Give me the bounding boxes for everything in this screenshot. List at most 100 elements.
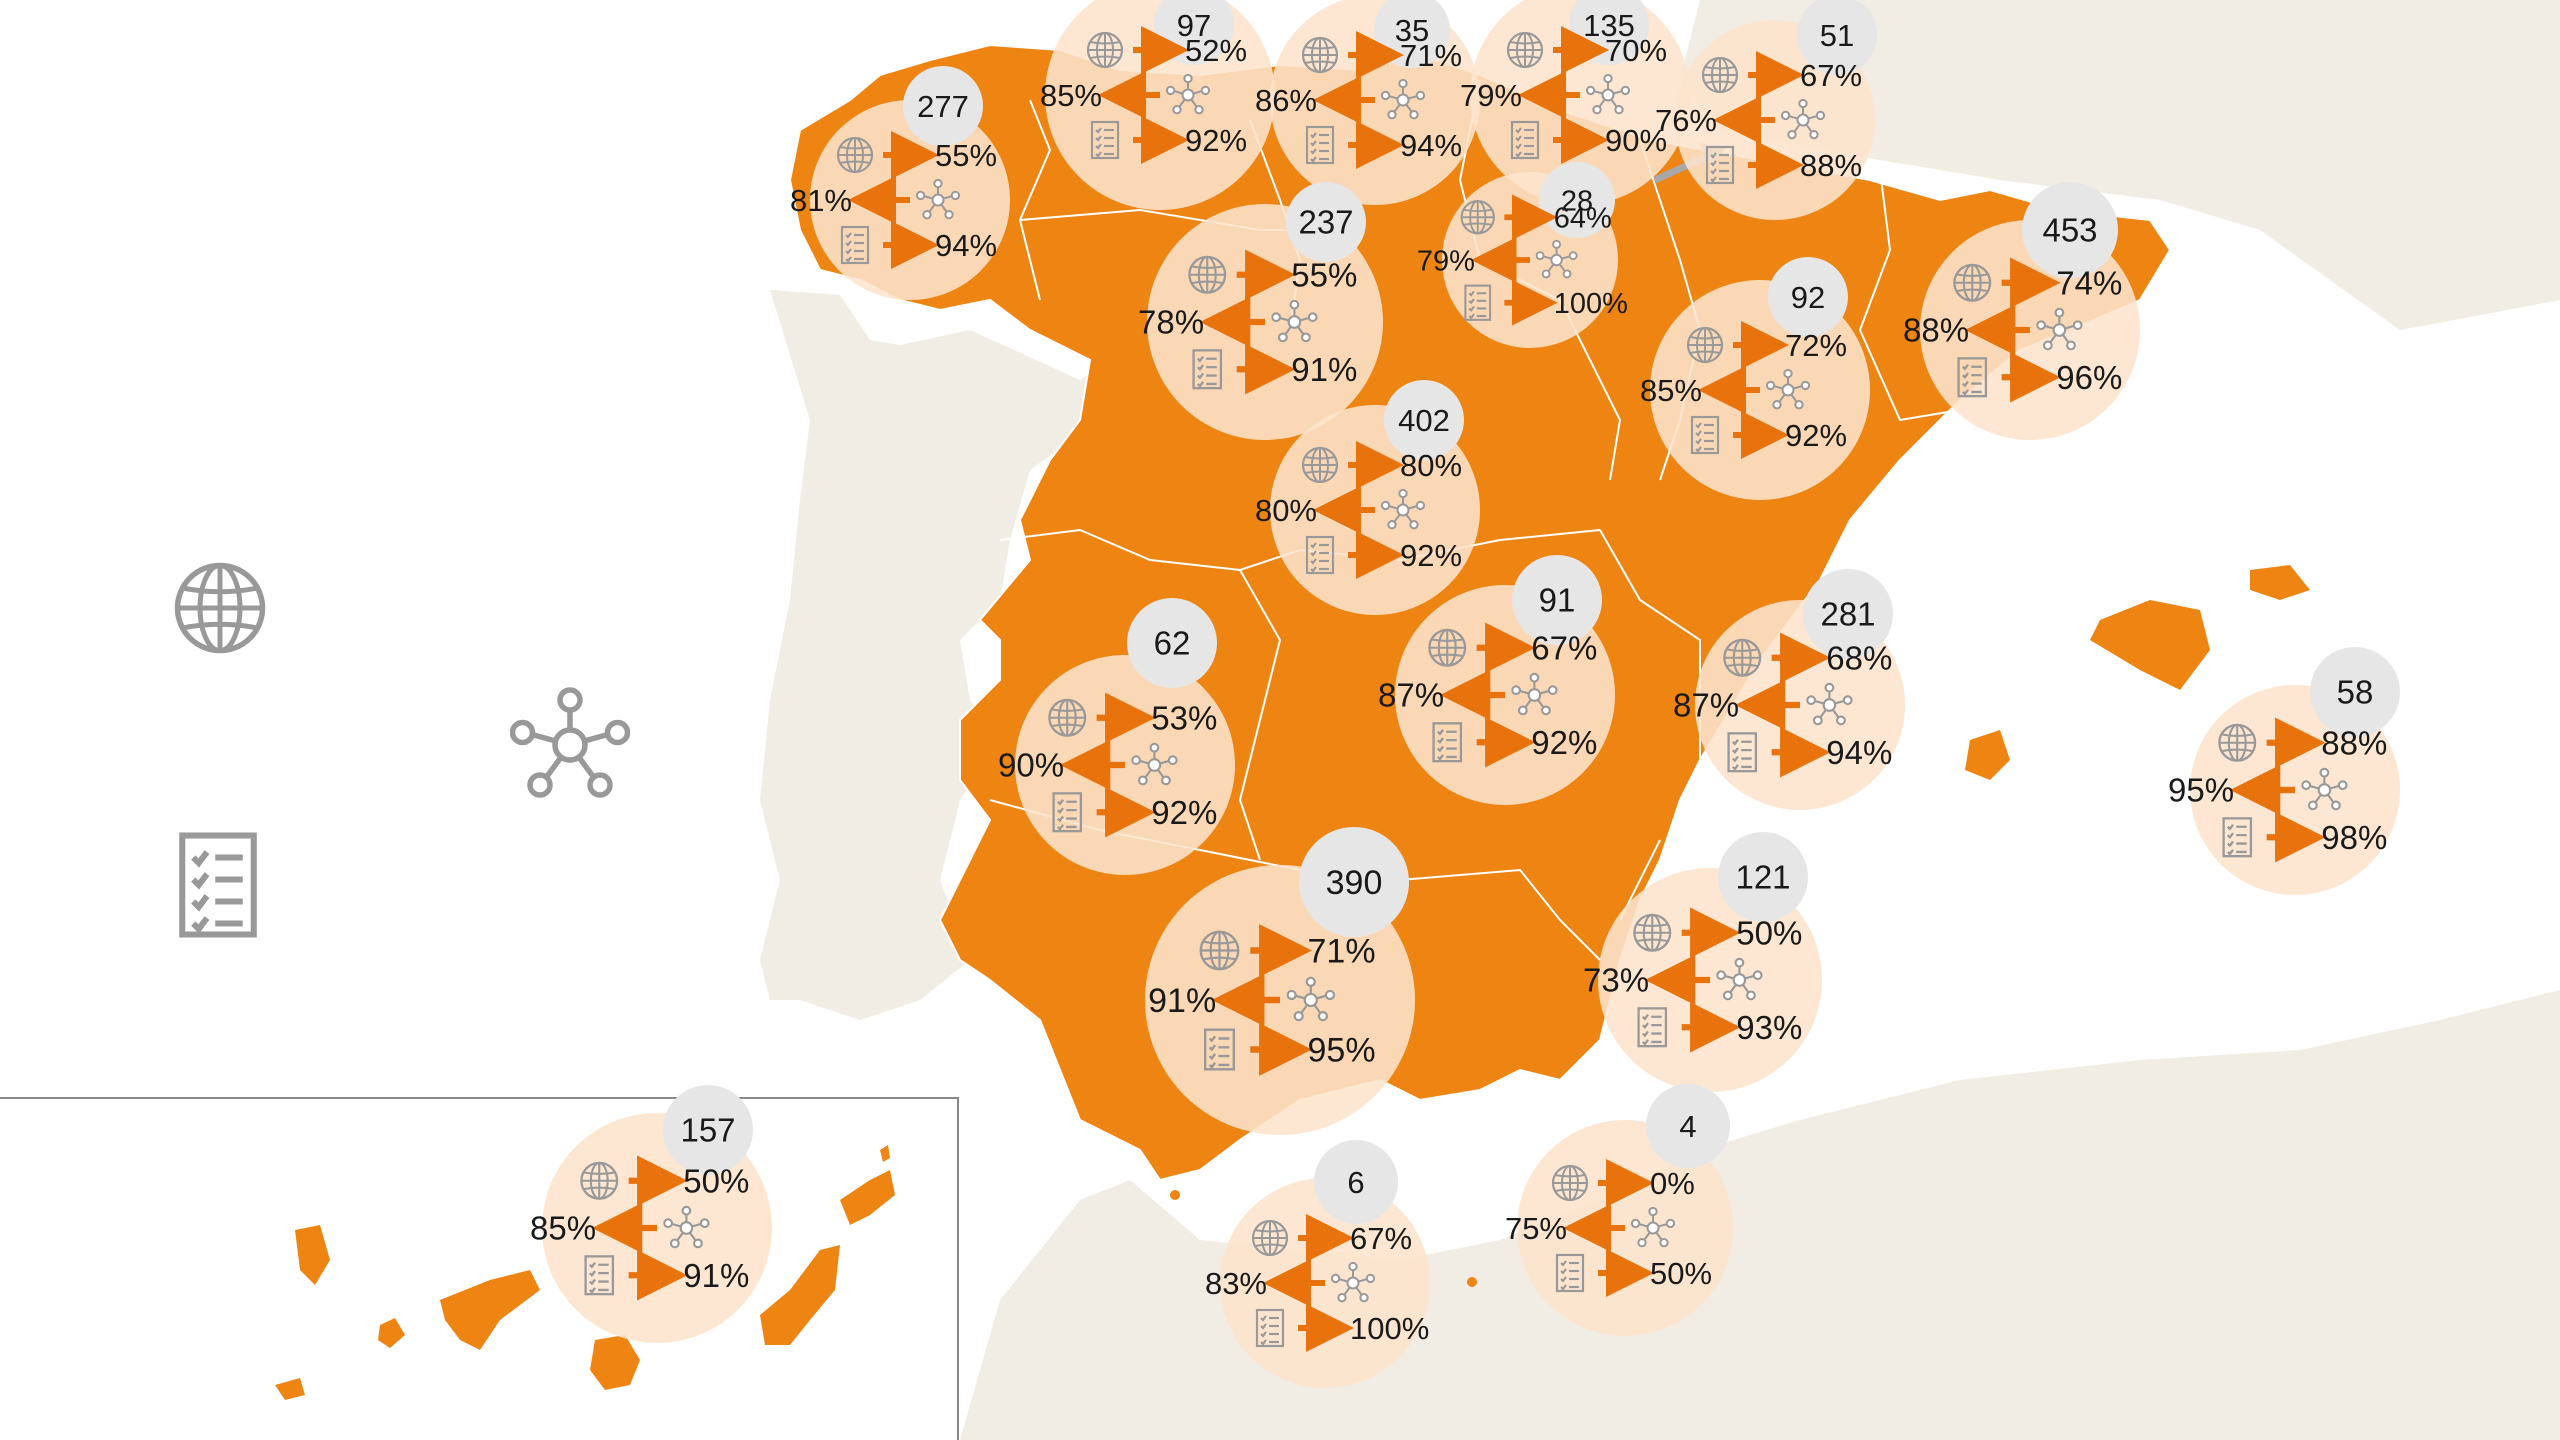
checklist-percent: 92%: [1151, 794, 1217, 831]
web-percent: 72%: [1785, 328, 1847, 363]
web-percent: 67%: [1350, 1221, 1412, 1256]
network-percent: 79%: [1417, 245, 1475, 277]
region-count-badge: [1286, 182, 1366, 262]
network-percent: 90%: [998, 747, 1064, 784]
checklist-percent: 98%: [2321, 819, 2387, 856]
web-percent: 52%: [1185, 33, 1247, 68]
region-count: 6: [1347, 1165, 1364, 1200]
web-percent: 71%: [1308, 933, 1376, 971]
melilla-dot: [1467, 1277, 1477, 1287]
region-count: 4: [1679, 1109, 1696, 1144]
web-percent: 67%: [1531, 629, 1597, 666]
globe-icon: [1048, 698, 1087, 737]
region-count-badge: [903, 66, 983, 146]
checklist-percent: 92%: [1185, 123, 1247, 158]
region-group: 51 67% 76% 88%: [1655, 0, 1877, 220]
network-percent: 73%: [1583, 962, 1649, 999]
region-count: 58: [2337, 674, 2374, 711]
checklist-percent: 91%: [1291, 351, 1357, 388]
globe-icon: [1701, 56, 1739, 94]
region-group: 281 68% 87% 94%: [1673, 569, 1905, 810]
region-group: 91 67% 87% 92%: [1378, 555, 1615, 805]
network-percent: 79%: [1460, 78, 1522, 113]
region-count-badge: [1768, 257, 1848, 337]
web-percent: 55%: [935, 138, 997, 173]
network-percent: 83%: [1205, 1266, 1267, 1301]
region-count: 62: [1154, 625, 1191, 662]
globe-icon: [1301, 446, 1339, 484]
web-percent: 50%: [683, 1162, 749, 1199]
web-percent: 64%: [1554, 203, 1612, 235]
region-count: 121: [1735, 859, 1790, 896]
legend: [178, 566, 628, 935]
region-count: 157: [680, 1112, 735, 1149]
network-percent: 86%: [1255, 83, 1317, 118]
legend-globe-icon: [178, 566, 263, 651]
network-percent: 88%: [1903, 312, 1969, 349]
checklist-percent: 100%: [1350, 1311, 1429, 1346]
region-count-badge: [1314, 1140, 1398, 1224]
legend-checklist-icon: [182, 836, 254, 935]
checklist-percent: 90%: [1605, 123, 1667, 158]
checklist-percent: 94%: [1400, 128, 1462, 163]
region-group: 390 71% 91% 95%: [1145, 827, 1415, 1135]
region-count-badge: [663, 1085, 753, 1175]
region-group: 4 0% 75% 50%: [1505, 1084, 1733, 1336]
region-count-badge: [1299, 827, 1409, 937]
region-indicators: 27755%81%94%9752%85%92%3571%86%94%13570%…: [530, 0, 2400, 1388]
region-count-badge: [1718, 832, 1808, 922]
region-group: 157 50% 85% 91%: [530, 1085, 772, 1343]
web-percent: 50%: [1736, 914, 1802, 951]
region-count: 453: [2042, 212, 2097, 249]
region-count: 277: [917, 89, 969, 124]
canary-inset: [0, 1097, 959, 1440]
network-percent: 78%: [1138, 304, 1204, 341]
region-group: 92 72% 85% 92%: [1640, 257, 1870, 500]
region-count-badge: [1384, 380, 1464, 460]
globe-icon: [1551, 1164, 1589, 1202]
checklist-percent: 92%: [1785, 418, 1847, 453]
globe-icon: [1188, 255, 1227, 294]
globe-icon: [580, 1161, 619, 1200]
globe-icon: [1460, 200, 1495, 235]
globe-icon: [1199, 930, 1240, 971]
globe-icon: [1251, 1219, 1289, 1257]
region-count-badge: [1127, 598, 1217, 688]
legend-network-icon: [513, 690, 628, 795]
checklist-percent: 94%: [935, 228, 997, 263]
region-group: 402 80% 80% 92%: [1255, 380, 1480, 615]
checklist-percent: 92%: [1400, 538, 1462, 573]
checklist-percent: 88%: [1800, 148, 1862, 183]
balearic-islands: [1965, 565, 2310, 780]
africa-far-land: [2160, 0, 2560, 200]
network-percent: 87%: [1378, 677, 1444, 714]
network-percent: 85%: [530, 1210, 596, 1247]
region-count-badge: [1539, 162, 1615, 238]
ceuta-dot: [1170, 1190, 1180, 1200]
region-group: 237 55% 78% 91%: [1138, 182, 1383, 440]
network-percent: 85%: [1040, 78, 1102, 113]
region-count: 51: [1820, 18, 1854, 53]
network-percent: 87%: [1673, 687, 1739, 724]
network-percent: 76%: [1655, 103, 1717, 138]
checklist-percent: 95%: [1308, 1032, 1376, 1070]
web-percent: 74%: [2056, 264, 2122, 301]
checklist-percent: 94%: [1826, 734, 1892, 771]
network-percent: 85%: [1640, 373, 1702, 408]
network-percent: 75%: [1505, 1211, 1567, 1246]
region-count-badge: [2022, 182, 2118, 278]
globe-icon: [1723, 638, 1762, 677]
globe-icon: [1686, 326, 1724, 364]
web-percent: 55%: [1291, 256, 1357, 293]
network-percent: 81%: [790, 183, 852, 218]
region-group: 58 88% 95% 98%: [2168, 647, 2400, 895]
region-count-badge: [1646, 1084, 1730, 1168]
web-percent: 53%: [1151, 699, 1217, 736]
checklist-percent: 50%: [1650, 1256, 1712, 1291]
globe-icon: [1428, 628, 1467, 667]
globe-icon: [1301, 36, 1339, 74]
checklist-percent: 100%: [1554, 288, 1628, 320]
region-count: 237: [1298, 204, 1353, 241]
